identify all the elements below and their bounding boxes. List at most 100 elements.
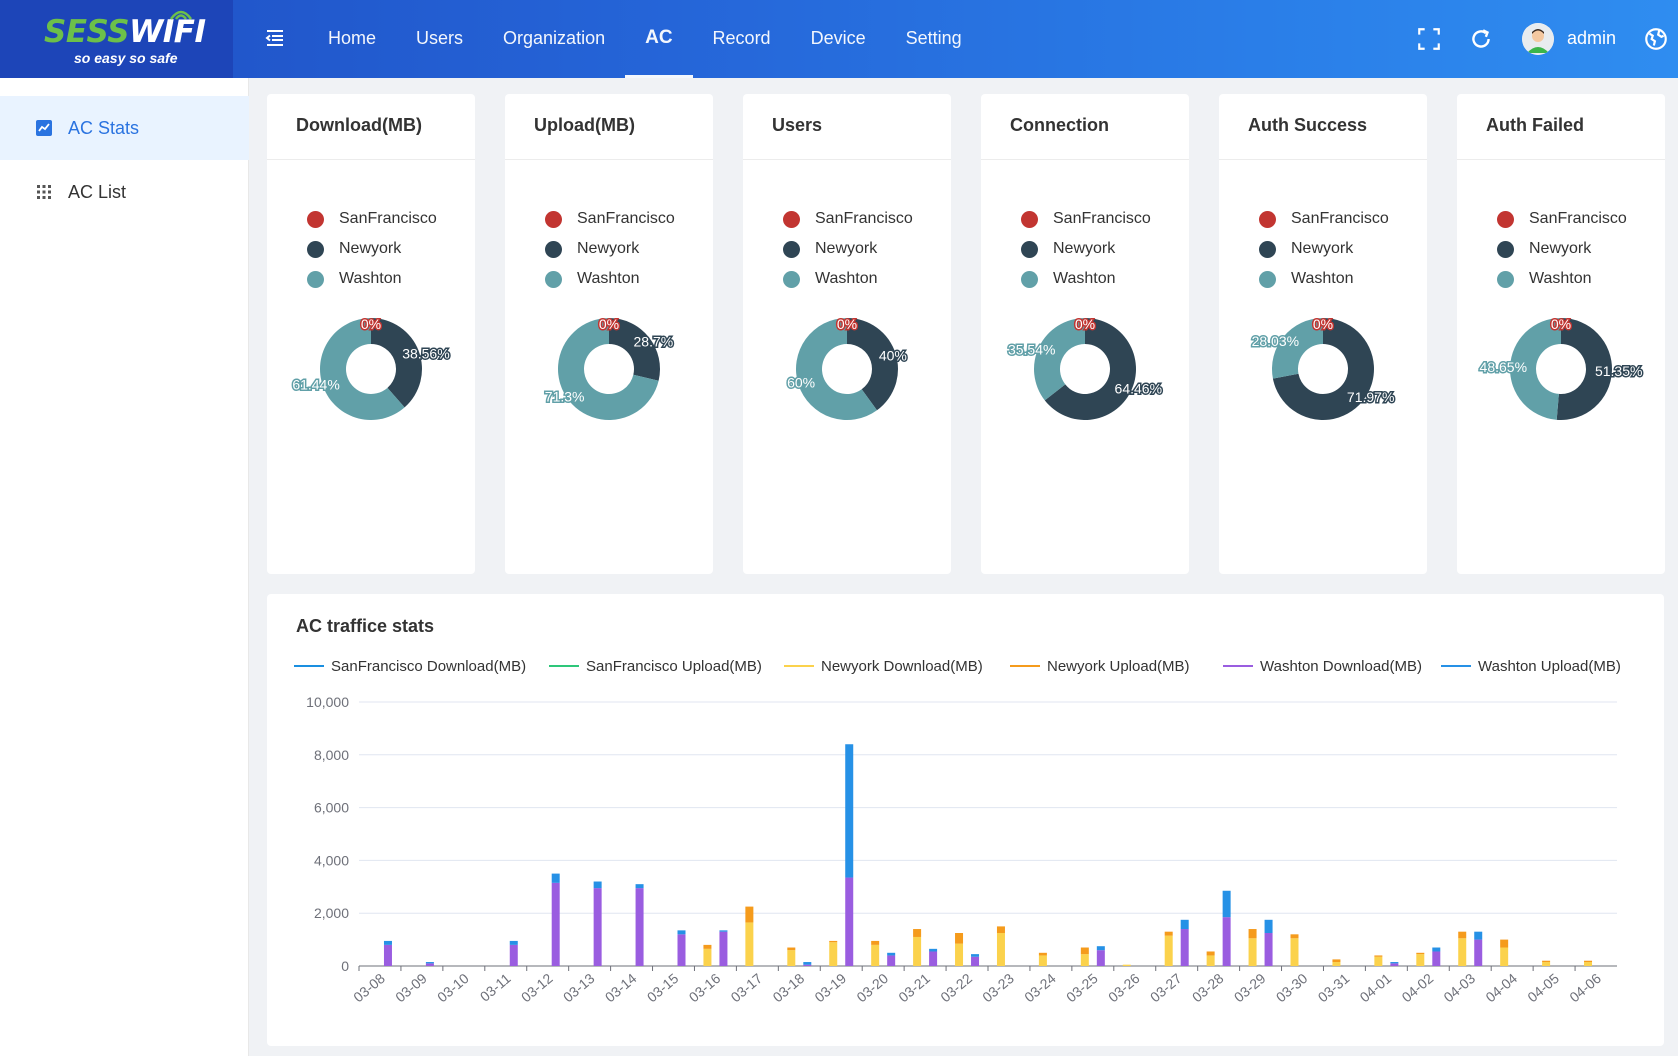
- bar-segment[interactable]: [871, 944, 880, 966]
- bar-segment[interactable]: [929, 951, 938, 966]
- bar-segment[interactable]: [593, 881, 602, 889]
- bar-segment[interactable]: [1180, 919, 1189, 930]
- legend-item[interactable]: Newyork: [1021, 234, 1151, 264]
- bar-segment[interactable]: [1332, 962, 1341, 966]
- bar-segment[interactable]: [1248, 938, 1257, 966]
- nav-home[interactable]: Home: [328, 28, 377, 48]
- sidebar-item-ac-stats[interactable]: AC Stats: [0, 96, 249, 160]
- bar-segment[interactable]: [1542, 962, 1551, 966]
- bar-segment[interactable]: [829, 942, 838, 966]
- bar-segment[interactable]: [955, 943, 964, 966]
- traffic-legend-item[interactable]: SanFrancisco Upload(MB): [549, 658, 762, 675]
- legend-item[interactable]: SanFrancisco: [783, 204, 913, 234]
- bar-segment[interactable]: [845, 877, 854, 966]
- traffic-legend-item[interactable]: Washton Download(MB): [1223, 658, 1422, 675]
- legend-item[interactable]: SanFrancisco: [307, 204, 437, 234]
- bar-segment[interactable]: [635, 888, 644, 966]
- legend-item[interactable]: Newyork: [1497, 234, 1627, 264]
- bar-segment[interactable]: [383, 940, 392, 945]
- bar-segment[interactable]: [1332, 959, 1341, 963]
- bar-segment[interactable]: [913, 929, 922, 937]
- username[interactable]: admin: [1567, 28, 1617, 48]
- nav-users[interactable]: Users: [416, 28, 464, 48]
- bar-segment[interactable]: [1474, 931, 1483, 940]
- legend-item[interactable]: Washton: [1021, 264, 1151, 294]
- bar-segment[interactable]: [677, 934, 686, 966]
- bar-segment[interactable]: [593, 888, 602, 966]
- bar-segment[interactable]: [1206, 951, 1215, 956]
- legend-item[interactable]: Washton: [783, 264, 913, 294]
- legend-item[interactable]: Newyork: [783, 234, 913, 264]
- nav-organization[interactable]: Organization: [503, 28, 606, 48]
- bar-segment[interactable]: [551, 873, 560, 883]
- bar-segment[interactable]: [803, 964, 812, 966]
- bar-segment[interactable]: [1096, 946, 1105, 951]
- legend-item[interactable]: SanFrancisco: [1021, 204, 1151, 234]
- legend-item[interactable]: SanFrancisco: [1259, 204, 1389, 234]
- traffic-legend-item[interactable]: Newyork Download(MB): [784, 658, 983, 675]
- bar-segment[interactable]: [677, 930, 686, 935]
- legend-item[interactable]: Washton: [1497, 264, 1627, 294]
- fullscreen-icon[interactable]: [1416, 26, 1442, 52]
- bar-segment[interactable]: [1290, 938, 1299, 966]
- bar-segment[interactable]: [1206, 955, 1215, 966]
- bar-segment[interactable]: [745, 922, 754, 966]
- traffic-legend-item[interactable]: Washton Upload(MB): [1441, 658, 1621, 675]
- bar-segment[interactable]: [829, 940, 838, 943]
- bar-segment[interactable]: [913, 936, 922, 966]
- bar-segment[interactable]: [509, 940, 518, 945]
- bar-segment[interactable]: [929, 948, 938, 952]
- bar-segment[interactable]: [1500, 947, 1509, 966]
- bar-segment[interactable]: [1180, 929, 1189, 966]
- bar-segment[interactable]: [1390, 963, 1399, 966]
- globe-icon[interactable]: [1643, 26, 1669, 52]
- bar-segment[interactable]: [703, 944, 712, 949]
- bar-segment[interactable]: [1390, 962, 1399, 964]
- legend-item[interactable]: Newyork: [307, 234, 437, 264]
- bar-segment[interactable]: [745, 906, 754, 923]
- bar-segment[interactable]: [1290, 934, 1299, 939]
- bar-segment[interactable]: [787, 947, 796, 951]
- bar-segment[interactable]: [803, 962, 812, 965]
- sidebar-item-ac-list[interactable]: AC List: [0, 160, 249, 224]
- menu-toggle-icon[interactable]: [263, 26, 287, 50]
- legend-item[interactable]: Washton: [307, 264, 437, 294]
- bar-segment[interactable]: [1122, 964, 1131, 966]
- bar-segment[interactable]: [971, 956, 980, 966]
- avatar[interactable]: [1522, 23, 1554, 55]
- bar-segment[interactable]: [1038, 955, 1047, 966]
- bar-segment[interactable]: [1374, 955, 1383, 957]
- bar-segment[interactable]: [1248, 929, 1257, 939]
- bar-segment[interactable]: [1264, 919, 1273, 933]
- bar-segment[interactable]: [425, 963, 434, 966]
- legend-item[interactable]: Washton: [1259, 264, 1389, 294]
- bar-segment[interactable]: [996, 933, 1005, 966]
- bar-segment[interactable]: [1584, 960, 1593, 963]
- bar-segment[interactable]: [1264, 933, 1273, 966]
- bar-segment[interactable]: [1080, 947, 1089, 955]
- bar-segment[interactable]: [1458, 931, 1467, 939]
- bar-segment[interactable]: [871, 940, 880, 945]
- nav-device[interactable]: Device: [810, 28, 866, 48]
- bar-segment[interactable]: [719, 931, 728, 966]
- bar-segment[interactable]: [1164, 935, 1173, 966]
- bar-segment[interactable]: [1374, 956, 1383, 966]
- nav-setting[interactable]: Setting: [905, 28, 962, 48]
- bar-segment[interactable]: [1432, 947, 1441, 952]
- bar-segment[interactable]: [887, 955, 896, 966]
- bar-segment[interactable]: [1458, 938, 1467, 966]
- bar-segment[interactable]: [971, 954, 980, 957]
- legend-item[interactable]: SanFrancisco: [1497, 204, 1627, 234]
- bar-segment[interactable]: [509, 944, 518, 966]
- bar-segment[interactable]: [719, 930, 728, 932]
- bar-segment[interactable]: [1474, 939, 1483, 966]
- bar-segment[interactable]: [955, 933, 964, 944]
- bar-segment[interactable]: [635, 884, 644, 889]
- traffic-legend-item[interactable]: Newyork Upload(MB): [1010, 658, 1190, 675]
- refresh-icon[interactable]: [1468, 26, 1494, 52]
- bar-segment[interactable]: [996, 926, 1005, 933]
- bar-segment[interactable]: [787, 950, 796, 966]
- bar-segment[interactable]: [1416, 952, 1425, 955]
- bar-segment[interactable]: [425, 962, 434, 964]
- legend-item[interactable]: Newyork: [545, 234, 675, 264]
